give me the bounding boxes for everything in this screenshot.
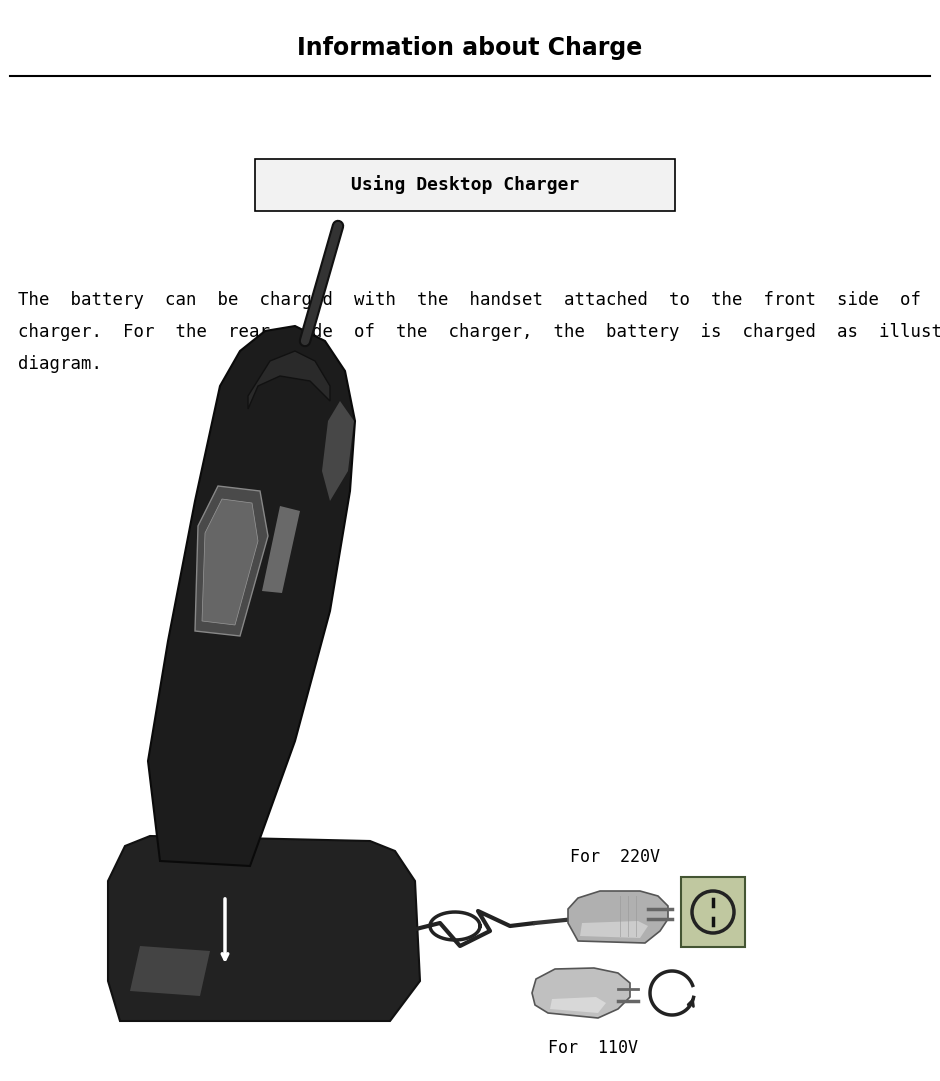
Polygon shape <box>148 326 355 866</box>
Polygon shape <box>322 401 354 501</box>
Polygon shape <box>248 351 330 409</box>
Text: Using Desktop Charger: Using Desktop Charger <box>351 175 579 195</box>
Polygon shape <box>108 836 420 1020</box>
Polygon shape <box>580 921 648 938</box>
FancyBboxPatch shape <box>255 159 675 211</box>
Text: charger.  For  the  rear  side  of  the  charger,  the  battery  is  charged  as: charger. For the rear side of the charge… <box>18 323 940 341</box>
Polygon shape <box>568 891 668 943</box>
FancyBboxPatch shape <box>681 877 745 947</box>
Polygon shape <box>130 946 210 996</box>
Text: Information about Charge: Information about Charge <box>297 36 643 61</box>
Text: diagram.: diagram. <box>18 355 102 373</box>
Polygon shape <box>262 506 300 593</box>
Polygon shape <box>550 997 606 1013</box>
Text: For  110V: For 110V <box>548 1039 638 1057</box>
Text: For  220V: For 220V <box>570 848 660 866</box>
Polygon shape <box>195 486 268 636</box>
Polygon shape <box>202 499 258 625</box>
Polygon shape <box>532 967 630 1018</box>
Text: The  battery  can  be  charged  with  the  handset  attached  to  the  front  si: The battery can be charged with the hand… <box>18 291 940 309</box>
